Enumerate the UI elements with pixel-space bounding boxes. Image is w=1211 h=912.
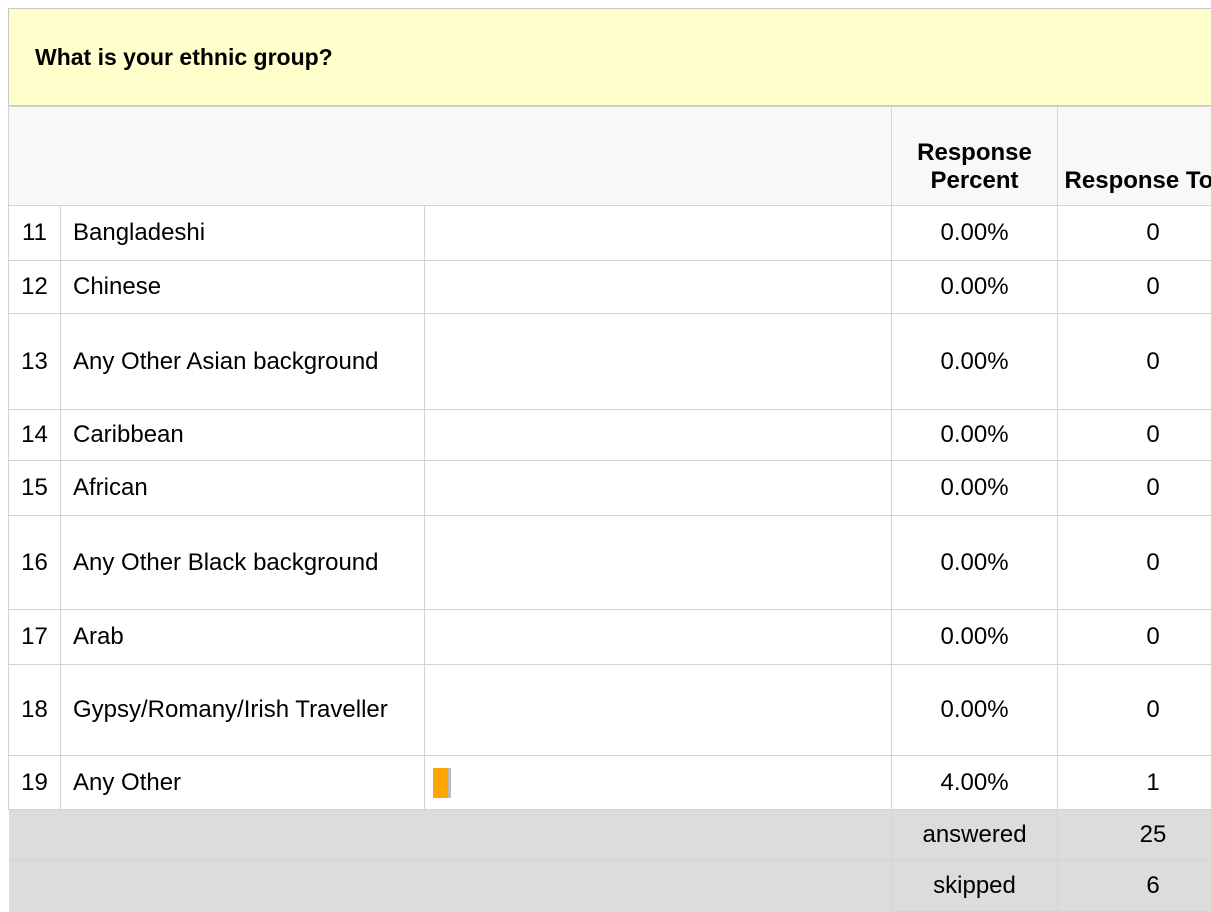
response-total: 1 (1058, 756, 1211, 810)
bar-cell (425, 206, 892, 261)
answer-label: Gypsy/Romany/Irish Traveller (61, 665, 425, 756)
response-percent: 0.00% (892, 261, 1058, 314)
column-header: Response Percent (892, 107, 1058, 206)
table-body: Response Percent Response Total 11Bangla… (9, 107, 1211, 912)
response-percent: 0.00% (892, 314, 1058, 410)
bar-cell (425, 461, 892, 516)
row-number: 19 (9, 756, 61, 810)
survey-question: What is your ethnic group? Response Perc… (8, 8, 1211, 912)
summary-label: answered (892, 810, 1058, 861)
answer-label: Chinese (61, 261, 425, 314)
answer-label: Any Other (61, 756, 425, 810)
question-title: What is your ethnic group? (8, 8, 1211, 106)
response-percent: 0.00% (892, 410, 1058, 461)
response-total: 0 (1058, 261, 1211, 314)
response-total: 0 (1058, 665, 1211, 756)
bar-cell (425, 410, 892, 461)
bar-cell (425, 314, 892, 410)
response-total: 0 (1058, 314, 1211, 410)
column-header: Response Total (1058, 107, 1211, 206)
response-total: 0 (1058, 206, 1211, 261)
bar-cell (425, 610, 892, 665)
row-number: 18 (9, 665, 61, 756)
answer-label: Caribbean (61, 410, 425, 461)
response-total: 0 (1058, 516, 1211, 610)
row-number: 16 (9, 516, 61, 610)
response-total: 0 (1058, 461, 1211, 516)
row-number: 11 (9, 206, 61, 261)
header-blank (9, 107, 892, 206)
response-percent: 0.00% (892, 461, 1058, 516)
bar-cell (425, 756, 892, 810)
row-number: 17 (9, 610, 61, 665)
percent-bar (433, 768, 451, 798)
bar-cell (425, 665, 892, 756)
row-number: 14 (9, 410, 61, 461)
row-number: 13 (9, 314, 61, 410)
response-percent: 0.00% (892, 516, 1058, 610)
response-table: Response Percent Response Total 11Bangla… (8, 106, 1211, 912)
response-percent: 0.00% (892, 610, 1058, 665)
bar-cell (425, 516, 892, 610)
response-percent: 4.00% (892, 756, 1058, 810)
summary-value: 25 (1058, 810, 1211, 861)
row-number: 12 (9, 261, 61, 314)
answer-label: Any Other Black background (61, 516, 425, 610)
answer-label: Arab (61, 610, 425, 665)
summary-blank (9, 810, 892, 861)
bar-cell (425, 261, 892, 314)
response-total: 0 (1058, 410, 1211, 461)
header-row: Response Percent Response Total (9, 107, 1211, 206)
answer-label: Any Other Asian background (61, 314, 425, 410)
response-percent: 0.00% (892, 665, 1058, 756)
row-number: 15 (9, 461, 61, 516)
answer-label: African (61, 461, 425, 516)
response-total: 0 (1058, 610, 1211, 665)
response-percent: 0.00% (892, 206, 1058, 261)
answer-label: Bangladeshi (61, 206, 425, 261)
